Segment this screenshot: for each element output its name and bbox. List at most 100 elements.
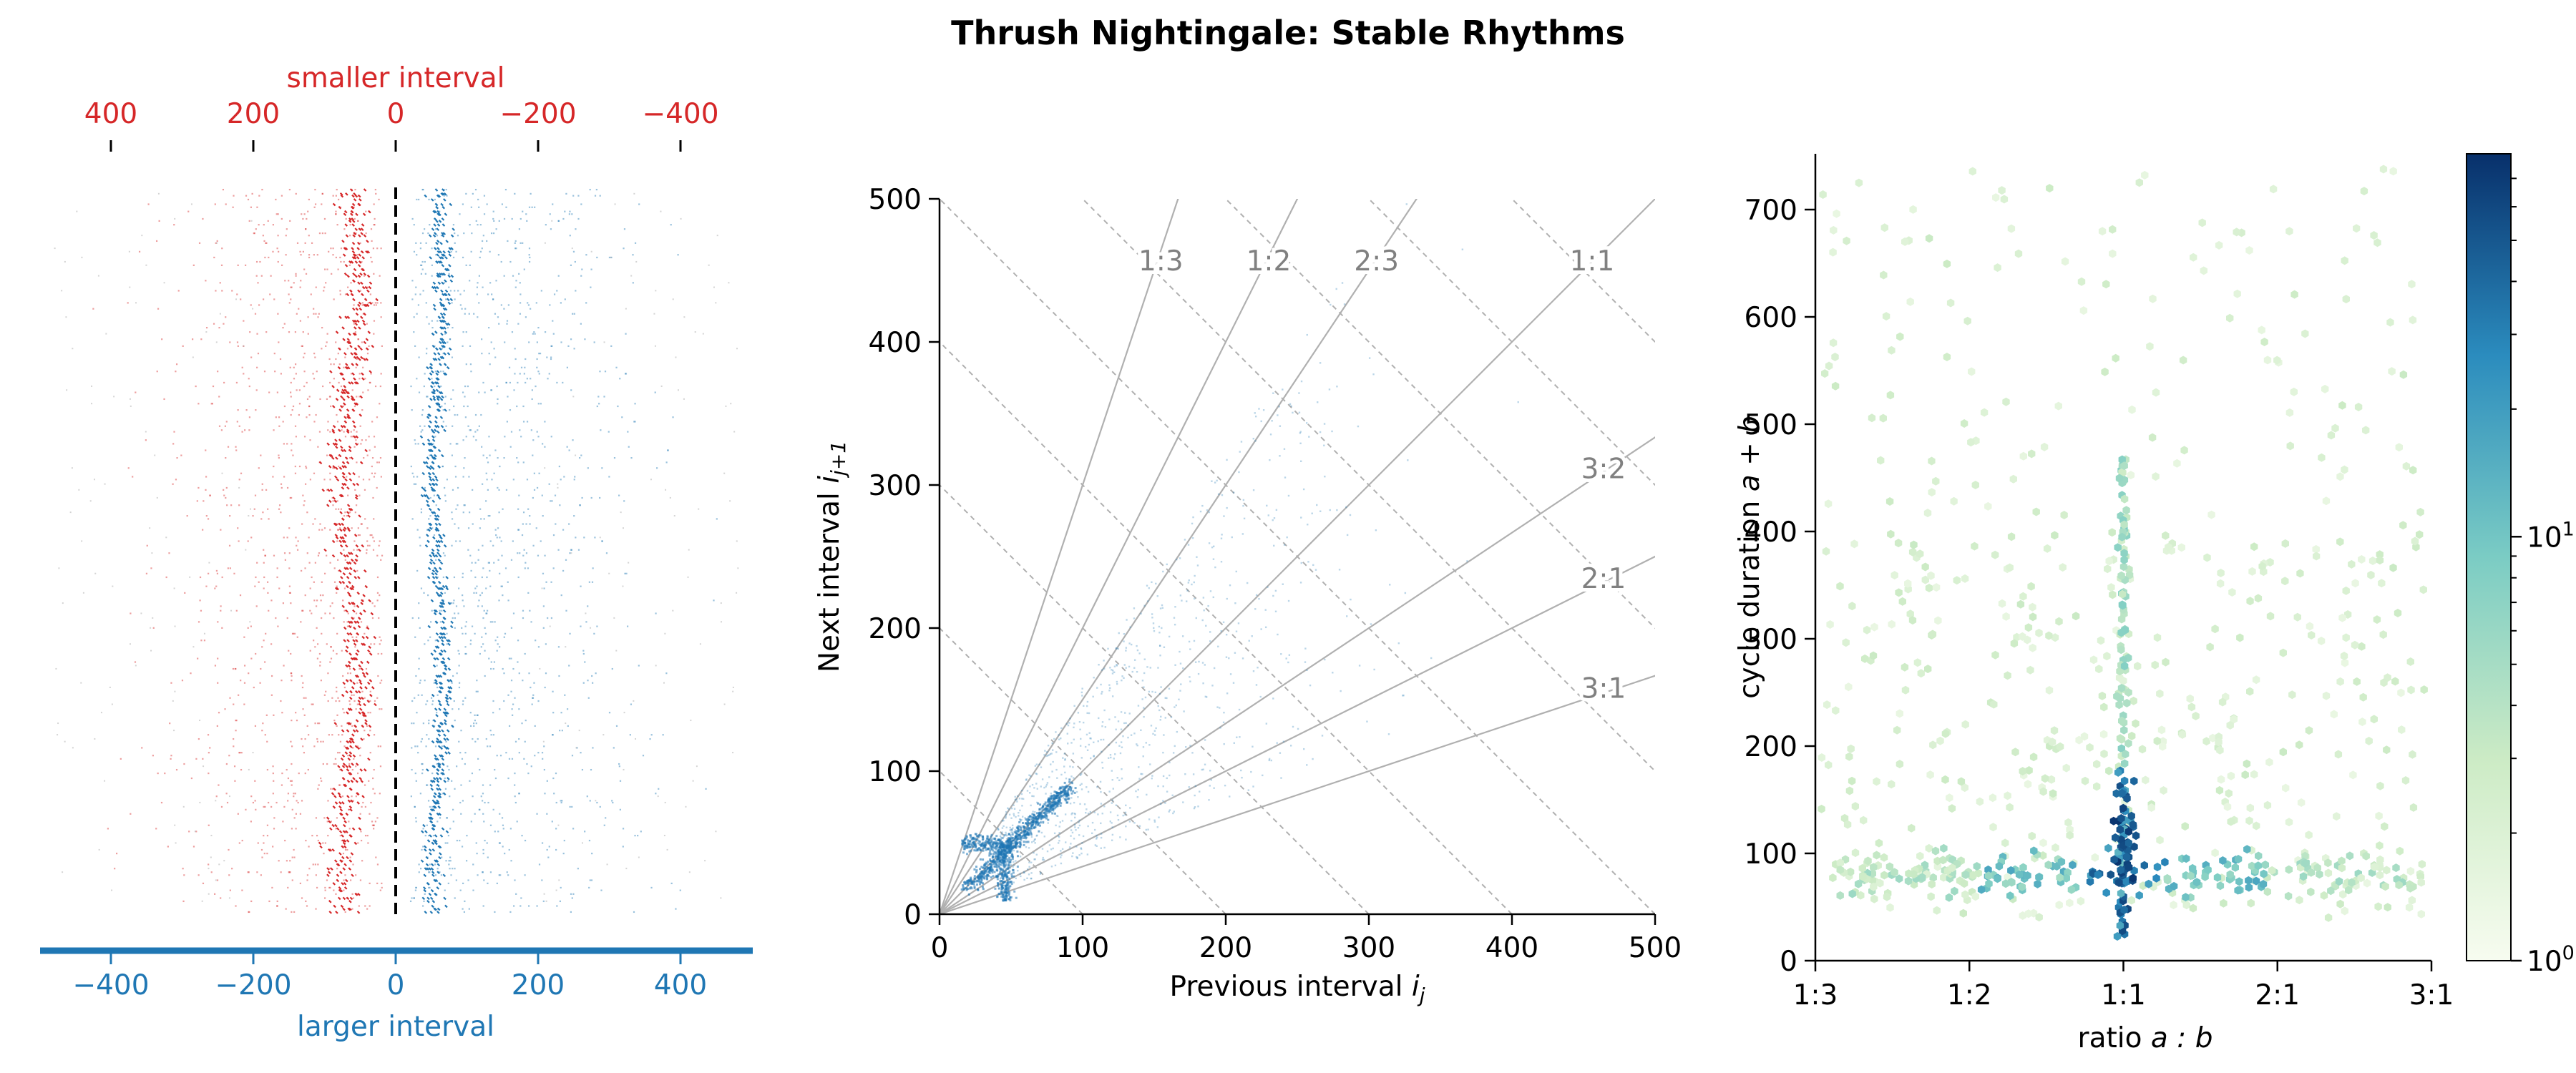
smaller-interval-mark [353, 569, 357, 573]
return-map-point [1201, 662, 1204, 664]
larger-interval-point [477, 198, 479, 201]
smaller-interval-point [268, 609, 270, 612]
larger-interval-point [477, 549, 479, 551]
larger-interval-mark [448, 696, 452, 700]
return-map-point [1368, 357, 1371, 359]
background-point [650, 479, 652, 481]
larger-interval-point [632, 254, 634, 256]
smaller-interval-point [350, 625, 352, 627]
smaller-interval-point [268, 391, 270, 393]
larger-interval-point [420, 511, 423, 514]
larger-interval-point [514, 358, 517, 361]
smaller-interval-point [266, 824, 269, 826]
return-map-point [1158, 625, 1161, 628]
smaller-interval-point [213, 323, 215, 325]
larger-interval-mark [435, 402, 439, 406]
smaller-interval-point [119, 758, 122, 760]
return-map-point [1000, 877, 1002, 879]
background-point [575, 747, 577, 749]
return-map-point [1341, 282, 1344, 284]
larger-interval-point [497, 559, 499, 561]
larger-interval-point [458, 740, 460, 743]
larger-interval-point [469, 224, 471, 226]
return-map-point [1065, 722, 1068, 725]
smaller-interval-point [320, 777, 322, 780]
smaller-interval-point [338, 752, 341, 754]
smaller-interval-mark [343, 420, 348, 424]
larger-interval-point [447, 326, 449, 329]
smaller-interval-point [200, 640, 203, 642]
background-point [252, 308, 254, 310]
smaller-interval-mark [363, 702, 366, 707]
smaller-interval-mark [356, 620, 360, 624]
larger-interval-point [624, 373, 627, 375]
return-map-point [1080, 852, 1083, 855]
return-map-point [1048, 776, 1050, 778]
larger-interval-point [424, 260, 426, 263]
larger-interval-point [428, 835, 430, 837]
smaller-interval-point [303, 714, 306, 716]
larger-interval-point [550, 356, 552, 358]
larger-interval-point [469, 780, 471, 782]
smaller-interval-point [286, 443, 288, 445]
smaller-interval-mark [365, 672, 369, 675]
smaller-interval-point [255, 260, 258, 263]
return-map-point [1064, 771, 1066, 774]
smaller-interval-mark [334, 438, 338, 442]
smaller-interval-point [322, 594, 324, 597]
smaller-interval-mark [345, 812, 349, 816]
larger-interval-mark [435, 544, 439, 548]
smaller-interval-point [199, 599, 201, 602]
larger-interval-point [446, 195, 448, 197]
smaller-interval-point [254, 800, 256, 802]
larger-interval-point [572, 828, 575, 830]
larger-interval-point [447, 882, 449, 885]
larger-interval-mark [432, 281, 436, 285]
larger-interval-mark [431, 841, 435, 846]
smaller-interval-point [225, 457, 227, 459]
larger-interval-point [622, 828, 625, 830]
smaller-interval-point [359, 879, 362, 881]
background-point [210, 856, 212, 858]
return-map-point [1170, 716, 1173, 718]
smaller-interval-point [353, 758, 355, 760]
smaller-interval-point [313, 378, 316, 380]
smaller-interval-point [319, 398, 321, 401]
smaller-interval-point [273, 353, 275, 355]
larger-interval-mark [444, 722, 447, 725]
background-point [660, 210, 662, 212]
larger-interval-point [523, 758, 525, 760]
smaller-interval-point [250, 206, 252, 208]
smaller-interval-point [263, 842, 265, 844]
smaller-interval-point [345, 217, 347, 220]
return-map-point [1309, 684, 1312, 687]
larger-interval-point [500, 304, 502, 306]
return-map-point [995, 851, 997, 854]
larger-interval-mark [429, 442, 434, 446]
background-point [201, 900, 203, 902]
return-map-point [1239, 451, 1241, 453]
larger-interval-point [670, 224, 672, 226]
larger-interval-point [516, 457, 518, 459]
smaller-interval-mark [333, 499, 338, 504]
larger-interval-point [571, 805, 573, 808]
return-map-point [1166, 697, 1168, 700]
return-map-point [1113, 758, 1115, 760]
larger-interval-point [596, 625, 598, 627]
larger-interval-mark [437, 700, 441, 703]
smaller-interval-mark [343, 539, 347, 544]
smaller-interval-point [338, 465, 340, 468]
return-map-point [1080, 738, 1082, 740]
larger-interval-point [525, 213, 527, 215]
smaller-interval-mark [348, 260, 352, 264]
return-map-point [1153, 819, 1156, 821]
background-point [150, 627, 152, 629]
larger-interval-point [559, 900, 561, 903]
larger-interval-point [514, 697, 516, 699]
return-map-point [1070, 742, 1073, 744]
return-map-point [1189, 745, 1191, 747]
smaller-interval-mark [337, 366, 341, 370]
smaller-interval-point [293, 378, 296, 380]
smaller-interval-point [347, 494, 349, 496]
smaller-interval-point [233, 745, 235, 748]
